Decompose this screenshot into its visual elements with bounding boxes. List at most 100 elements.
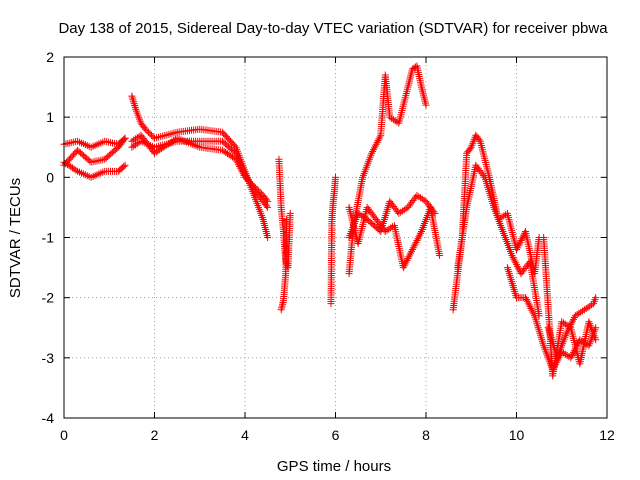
data-point [264,234,272,241]
data-point [262,196,270,204]
data-point [146,130,154,138]
data-point [371,142,379,150]
data-point [475,136,483,144]
series-arc-10 [345,62,430,278]
data-point [568,319,576,327]
x-tick-label: 6 [332,427,340,443]
data-point [508,252,516,260]
chart-title: Day 138 of 2015, Sidereal Day-to-day VTE… [58,20,608,37]
data-point [408,247,416,255]
y-tick-label: -3 [42,350,55,366]
data-point [514,242,522,250]
data-point [374,137,382,145]
data-point [412,238,420,246]
series-arc-14 [454,161,543,320]
data-point [417,194,425,202]
data-point [563,328,571,336]
data-point [519,233,527,241]
data-point [577,308,585,316]
data-point [529,308,537,316]
data-point [128,92,136,100]
data-point [400,262,408,270]
data-point [144,128,152,136]
data-point [354,209,362,217]
data-point [418,195,426,203]
data-point [388,114,396,122]
data-point [128,94,136,102]
data-point [430,208,438,216]
data-point [573,311,581,319]
x-tick-label: 0 [60,427,68,443]
data-point [407,249,415,257]
data-point [560,349,568,357]
data-point [558,318,566,326]
data-point [252,184,260,192]
data-point [420,196,428,204]
data-point [564,326,572,334]
data-point [332,173,339,181]
data-point [584,303,592,311]
data-point [413,191,421,199]
data-point [406,251,414,259]
data-point [568,352,576,360]
data-point [133,140,141,148]
series-arc-6 [128,131,272,205]
data-point [480,172,488,180]
x-tick-label: 8 [422,427,430,443]
series-arc-12 [345,191,439,241]
data-point [370,144,378,152]
data-point [415,233,423,241]
data-point [141,125,149,133]
data-point [518,235,526,243]
data-point [264,203,272,211]
data-point [120,136,128,144]
y-tick-label: 1 [46,109,54,125]
y-tick-label: 0 [46,169,54,185]
data-point [286,209,294,217]
data-point [514,264,522,272]
x-tick-label: 2 [151,427,159,443]
data-point [413,237,421,245]
data-point [120,163,128,171]
data-point [128,143,136,151]
data-point [561,350,569,358]
data-point [401,260,409,268]
data-point [561,320,569,328]
data-point [586,302,594,310]
data-point [565,324,573,332]
data-point [236,164,244,172]
data-point [234,159,242,167]
data-point [513,261,520,269]
data-point [238,168,246,176]
data-point [569,350,577,358]
series-arc-11 [345,203,444,272]
data-point [409,244,417,252]
data-point [399,264,407,272]
data-point [253,185,261,193]
data-point [358,212,366,220]
data-point [412,193,420,201]
data-point [511,257,519,265]
data-point [130,136,138,144]
data-points [60,62,600,380]
data-point [512,259,520,267]
x-tick-label: 12 [599,427,615,443]
data-point [566,323,574,331]
y-tick-label: -1 [42,230,55,246]
data-point [571,312,579,320]
data-point [231,142,239,150]
data-point [143,127,151,135]
series-arc-15 [503,264,600,374]
data-point [398,207,406,215]
data-point [386,113,394,121]
data-point [147,131,155,139]
data-point [580,306,588,314]
data-point [517,237,525,245]
data-point [235,161,243,169]
data-point [525,301,533,309]
data-point [375,135,383,143]
data-point [131,102,139,110]
data-point [567,354,575,362]
